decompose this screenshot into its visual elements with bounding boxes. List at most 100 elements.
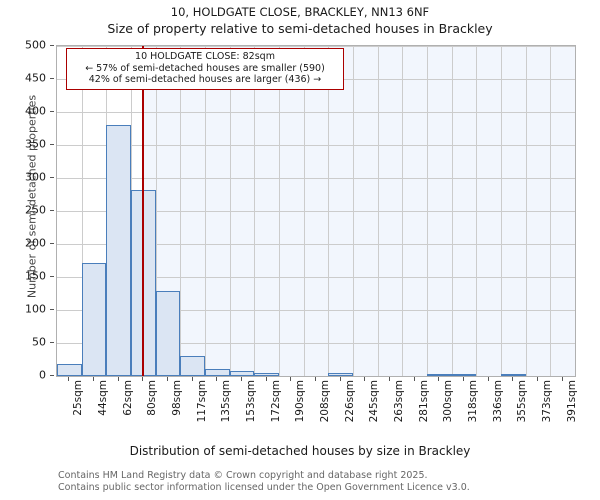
x-axis-tick-label: 373sqm	[541, 380, 553, 423]
y-axis-tick	[50, 243, 54, 244]
gridline	[57, 178, 575, 179]
gridline	[57, 112, 575, 113]
gridline	[57, 343, 575, 344]
annotation-line-3: 42% of semi-detached houses are larger (…	[88, 74, 322, 85]
gridline	[328, 46, 330, 376]
y-axis-tick	[50, 111, 54, 112]
gridline	[57, 211, 575, 212]
gridline	[57, 277, 575, 278]
x-axis-tick	[216, 377, 218, 381]
histogram-bar	[106, 125, 131, 376]
histogram-bar	[180, 356, 205, 376]
gridline	[402, 46, 404, 376]
gridline	[427, 46, 428, 376]
x-axis-tick	[290, 377, 292, 381]
y-axis-tick-label: 50	[32, 335, 46, 349]
x-axis-tick	[537, 377, 538, 381]
x-axis-tick-label: 25sqm	[72, 380, 85, 416]
gridline	[57, 244, 575, 245]
gridline	[476, 46, 478, 376]
histogram-bar	[427, 374, 452, 376]
histogram-bar	[328, 373, 353, 376]
x-axis-tick-label: 391sqm	[565, 380, 578, 423]
x-axis-tick	[512, 377, 514, 381]
x-axis-tick-label: 135sqm	[220, 380, 233, 423]
x-axis-tick	[438, 377, 440, 381]
y-axis-tick-label: 100	[25, 302, 46, 316]
y-axis-labels: 0 50 100 150 200 250 300 350 400 450 500	[0, 39, 50, 382]
histogram-bar	[57, 364, 82, 376]
y-axis-tick	[50, 144, 54, 145]
histogram-bar	[155, 290, 181, 376]
x-axis-tick	[339, 377, 341, 381]
x-axis-tick	[191, 377, 193, 381]
x-axis-tick-label: 98sqm	[171, 380, 183, 416]
x-axis-tick-label: 62sqm	[121, 380, 134, 416]
gridline	[57, 46, 575, 47]
gridline	[377, 46, 379, 376]
histogram-bars	[57, 46, 575, 376]
x-axis-tick	[241, 377, 242, 381]
x-axis-labels: 25sqm 44sqm 62sqm 80sqm 98sqm 117sqm 135sqm 153…	[56, 380, 578, 440]
x-axis-tick	[389, 377, 390, 381]
y-axis-tick	[50, 309, 54, 310]
x-axis-tick	[167, 377, 168, 381]
footer-line-2: Contains public sector information licen…	[58, 481, 470, 493]
x-axis-tick	[142, 377, 144, 381]
property-marker-line	[142, 46, 145, 376]
x-axis-tick	[68, 377, 70, 381]
x-axis-tick	[487, 377, 489, 381]
histogram-bar	[451, 374, 477, 376]
gridline	[229, 46, 231, 376]
annotation-line-2: ← 57% of semi-detached houses are smalle…	[85, 62, 325, 74]
y-axis-tick-label: 400	[25, 104, 46, 118]
x-axis-tick	[561, 377, 563, 381]
x-axis-tick-label: 245sqm	[368, 380, 381, 423]
gridline	[81, 46, 83, 376]
y-axis-tick-label: 250	[25, 203, 46, 217]
gridline	[279, 46, 280, 376]
x-axis-title: Distribution of semi-detached houses by …	[129, 444, 471, 458]
histogram-bar	[254, 372, 279, 376]
x-axis-tick	[315, 377, 316, 381]
y-axis-tick-label: 150	[25, 269, 46, 283]
gridline	[57, 310, 575, 311]
gridline	[451, 46, 453, 376]
x-axis-tick-label: 80sqm	[146, 380, 159, 416]
x-axis-tick	[93, 377, 94, 381]
gridline	[180, 46, 182, 376]
gridline	[57, 145, 575, 146]
x-axis-tick-label: 300sqm	[442, 380, 455, 423]
histogram-bar	[81, 263, 107, 376]
gridline	[550, 46, 552, 376]
y-axis-tick-label: 450	[25, 71, 46, 85]
gridline	[205, 46, 206, 376]
gridline	[353, 46, 354, 376]
x-axis-tick-label: 153sqm	[245, 380, 257, 423]
x-axis-tick-label: 190sqm	[294, 380, 307, 423]
x-axis-tick-label: 355sqm	[516, 380, 529, 423]
y-axis-tick	[50, 210, 54, 211]
plot-area	[56, 45, 576, 377]
y-axis-tick-label: 200	[25, 236, 46, 250]
annotation-box: 10 HOLDGATE CLOSE: 82sqm ← 57% of semi-d…	[66, 48, 344, 90]
y-axis-tick	[50, 375, 54, 376]
x-axis-tick	[265, 377, 267, 381]
footer-attribution: Contains HM Land Registry data © Crown c…	[58, 470, 598, 493]
y-axis-tick	[50, 45, 54, 46]
y-axis-tick	[50, 276, 54, 277]
histogram-bar	[205, 369, 230, 376]
gridline	[303, 46, 305, 376]
histogram-bar	[501, 374, 526, 376]
page-title: 10, HOLDGATE CLOSE, BRACKLEY, NN13 6NF	[170, 5, 430, 19]
x-axis-tick-label: 208sqm	[319, 380, 331, 423]
x-axis-tick	[117, 377, 119, 381]
gridline	[254, 46, 256, 376]
x-axis-tick	[364, 377, 366, 381]
x-axis-tick-label: 336sqm	[491, 380, 504, 423]
page-subtitle: Size of property relative to semi-detach…	[107, 21, 493, 36]
gridline	[155, 46, 157, 376]
annotation-line-1: 10 HOLDGATE CLOSE: 82sqm	[135, 51, 275, 62]
y-axis-tick-label: 500	[25, 38, 46, 52]
